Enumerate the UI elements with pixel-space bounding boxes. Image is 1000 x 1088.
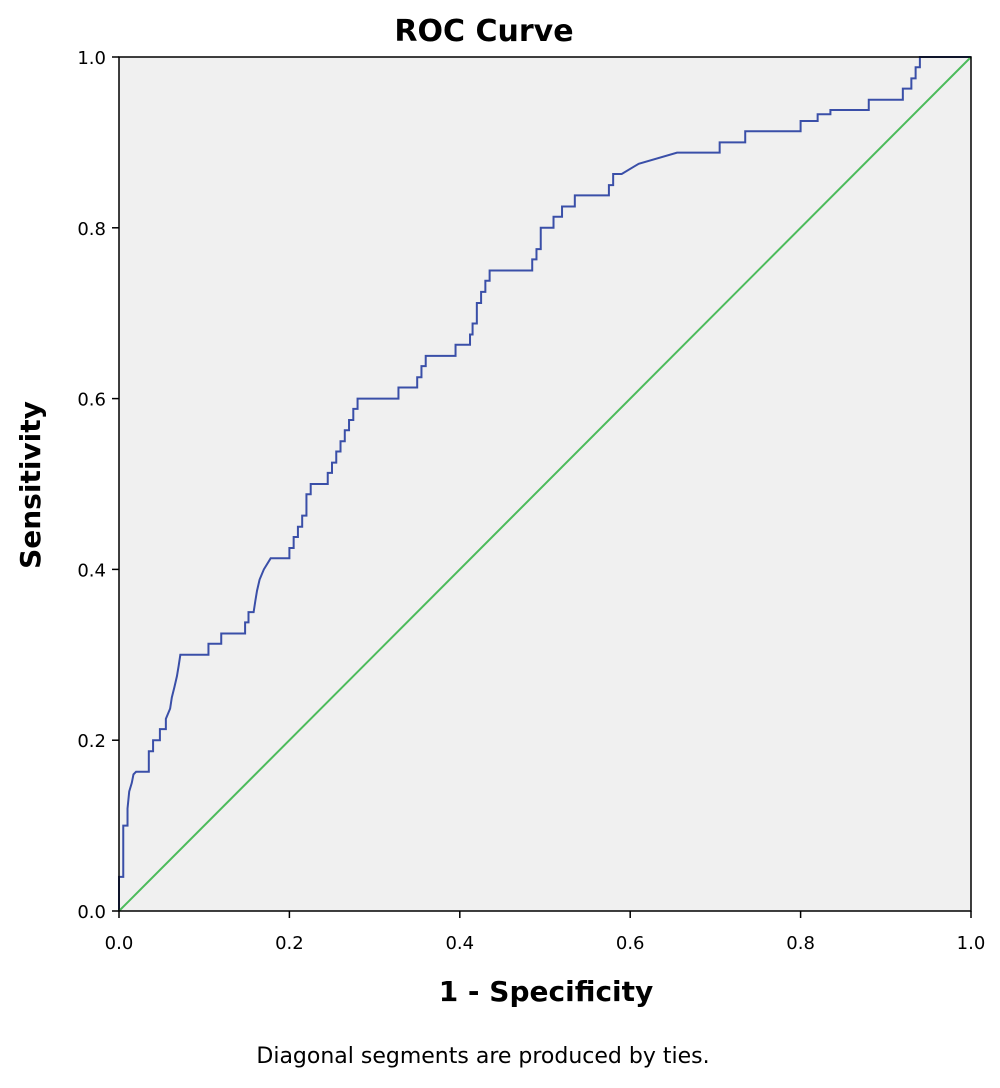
chart-title: ROC Curve <box>394 14 573 49</box>
reference-diagonal-line <box>118 56 972 912</box>
ties-footnote: Diagonal segments are produced by ties. <box>256 1044 709 1069</box>
x-tick-label: 0.4 <box>445 933 474 954</box>
y-axis-title: Sensitivity <box>14 401 47 569</box>
y-tick-label: 0.4 <box>77 560 106 581</box>
x-tick-label: 0.0 <box>105 933 134 954</box>
plot-frame <box>118 56 972 912</box>
x-tick-label: 1.0 <box>957 933 986 954</box>
y-tick-label: 0.0 <box>77 902 106 923</box>
roc-curve-line <box>118 56 971 911</box>
tick-layer: 0.0 0.2 0.4 0.6 0.8 1.0 0.0 0.2 0.4 0.6 0.8 1.0 <box>77 48 985 954</box>
x-axis-title: 1 - Specificity <box>439 975 654 1008</box>
y-tick-label: 0.2 <box>77 731 106 752</box>
x-tick-label: 0.6 <box>616 933 645 954</box>
x-tick-label: 0.2 <box>275 933 304 954</box>
y-tick-label: 0.6 <box>77 390 106 411</box>
y-tick-label: 0.8 <box>77 219 106 240</box>
x-tick-label: 0.8 <box>786 933 815 954</box>
y-tick-label: 1.0 <box>77 48 106 69</box>
plot-layer <box>118 56 972 912</box>
